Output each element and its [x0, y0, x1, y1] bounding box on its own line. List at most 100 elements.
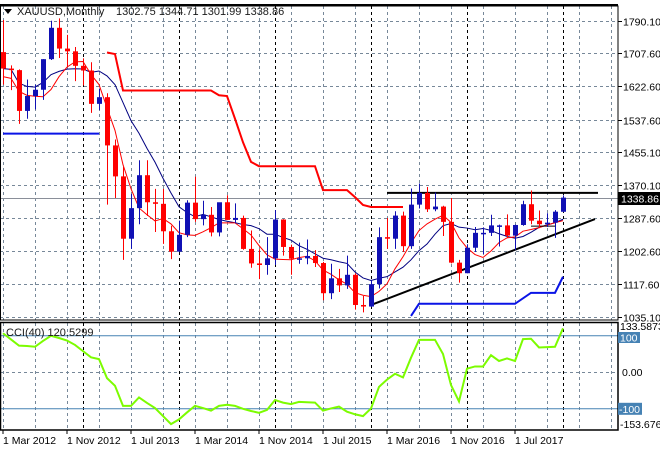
candle [9, 65, 14, 91]
candle-body [321, 263, 326, 294]
candle-body [185, 202, 190, 235]
candle [385, 217, 390, 249]
candle [465, 244, 470, 274]
candle [105, 93, 110, 205]
candle [33, 84, 38, 110]
candle-body [417, 192, 422, 205]
candle [441, 205, 446, 236]
candle [241, 215, 246, 250]
candle-body [161, 203, 166, 232]
candle [49, 20, 54, 60]
panel-borders [0, 4, 619, 431]
candle [353, 273, 358, 310]
candle-body [57, 27, 62, 49]
grid [0, 6, 618, 430]
candle [89, 62, 94, 113]
price-tick-label: 1707.60 [623, 49, 660, 61]
lower-stop-line-late [410, 276, 564, 317]
candle-body [529, 204, 534, 221]
candle [137, 160, 142, 225]
candle-body [73, 51, 78, 66]
candle-body [257, 263, 262, 265]
cci-lower-level-box [618, 402, 642, 415]
candle-body [9, 68, 14, 71]
candle-body [17, 70, 22, 111]
candle-body [441, 206, 446, 222]
candle-body [89, 70, 94, 104]
candle-body [505, 225, 510, 236]
candle [177, 220, 182, 253]
price-tick-label: 1537.60 [623, 116, 660, 128]
candle-body [521, 204, 526, 225]
candle-body [465, 247, 470, 274]
cci-upper-level-label: 100 [620, 333, 638, 345]
candle-body [41, 59, 46, 90]
candle [233, 203, 238, 224]
candle [369, 280, 374, 307]
candle-body [497, 225, 502, 227]
candle-body [105, 97, 110, 146]
candle [281, 219, 286, 256]
candle [561, 195, 566, 213]
candle-body [25, 96, 30, 111]
price-tick-label: 1287.60 [623, 214, 660, 226]
candle [113, 139, 118, 198]
candle-body [65, 48, 70, 52]
candle-body [145, 175, 150, 203]
candle [417, 183, 422, 209]
candle-body [33, 89, 38, 97]
price-tick-label: 1117.60 [623, 280, 660, 292]
candle-body [177, 234, 182, 252]
candle-body [489, 225, 494, 233]
candle [249, 230, 254, 268]
candle-body [369, 284, 374, 307]
header-ohlc: 1302.75 1344.71 1301.99 1338.86 [116, 6, 284, 18]
date-tick-label: 1 Nov 2014 [259, 435, 313, 447]
candle-body [129, 208, 134, 239]
candle [121, 166, 126, 260]
cci-line [2, 327, 564, 426]
candle [345, 255, 350, 289]
candle [25, 79, 30, 119]
date-tick-label: 1 Jul 2015 [323, 435, 372, 447]
candle [97, 88, 102, 111]
candle-body [1, 52, 6, 69]
candle-body [297, 258, 302, 260]
collapse-triangle-icon[interactable] [4, 9, 12, 14]
candle [489, 214, 494, 236]
candle-body [385, 237, 390, 239]
date-tick-label: 1 Nov 2012 [67, 435, 121, 447]
cci-label: CCI(40) 120.5299 [6, 327, 93, 339]
chart-header: XAUUSD,Monthly 1302.75 1344.71 1301.99 1… [4, 6, 284, 339]
candle [537, 210, 542, 229]
cci-max-label: 133.5873 [620, 321, 660, 333]
candle [81, 58, 86, 86]
candle [313, 250, 318, 267]
axes: 1790.10 1707.60 1622.60 1537.60 1455.10 1370.… [2, 17, 660, 447]
current-price-box [618, 192, 660, 205]
candle [545, 213, 550, 227]
candle [401, 211, 406, 253]
candle-body [353, 274, 358, 305]
support-trendline[interactable] [370, 218, 596, 306]
candle-body [121, 176, 126, 239]
price-tick-label: 1790.10 [623, 17, 660, 29]
candle [1, 19, 6, 85]
price-tick-label: 1622.60 [623, 82, 660, 94]
candle-body [401, 215, 406, 247]
candle [361, 295, 366, 313]
candle-body [137, 175, 142, 209]
candle-body [233, 217, 238, 220]
candle-body [377, 237, 382, 285]
candle-body [409, 204, 414, 247]
date-tick-label: 1 Nov 2016 [451, 435, 505, 447]
candle [529, 190, 534, 225]
candle-body [241, 217, 246, 249]
candle [337, 268, 342, 293]
candle [169, 225, 174, 260]
candle [433, 192, 438, 212]
candle [457, 259, 462, 283]
candle [201, 200, 206, 226]
candle-body [473, 232, 478, 248]
